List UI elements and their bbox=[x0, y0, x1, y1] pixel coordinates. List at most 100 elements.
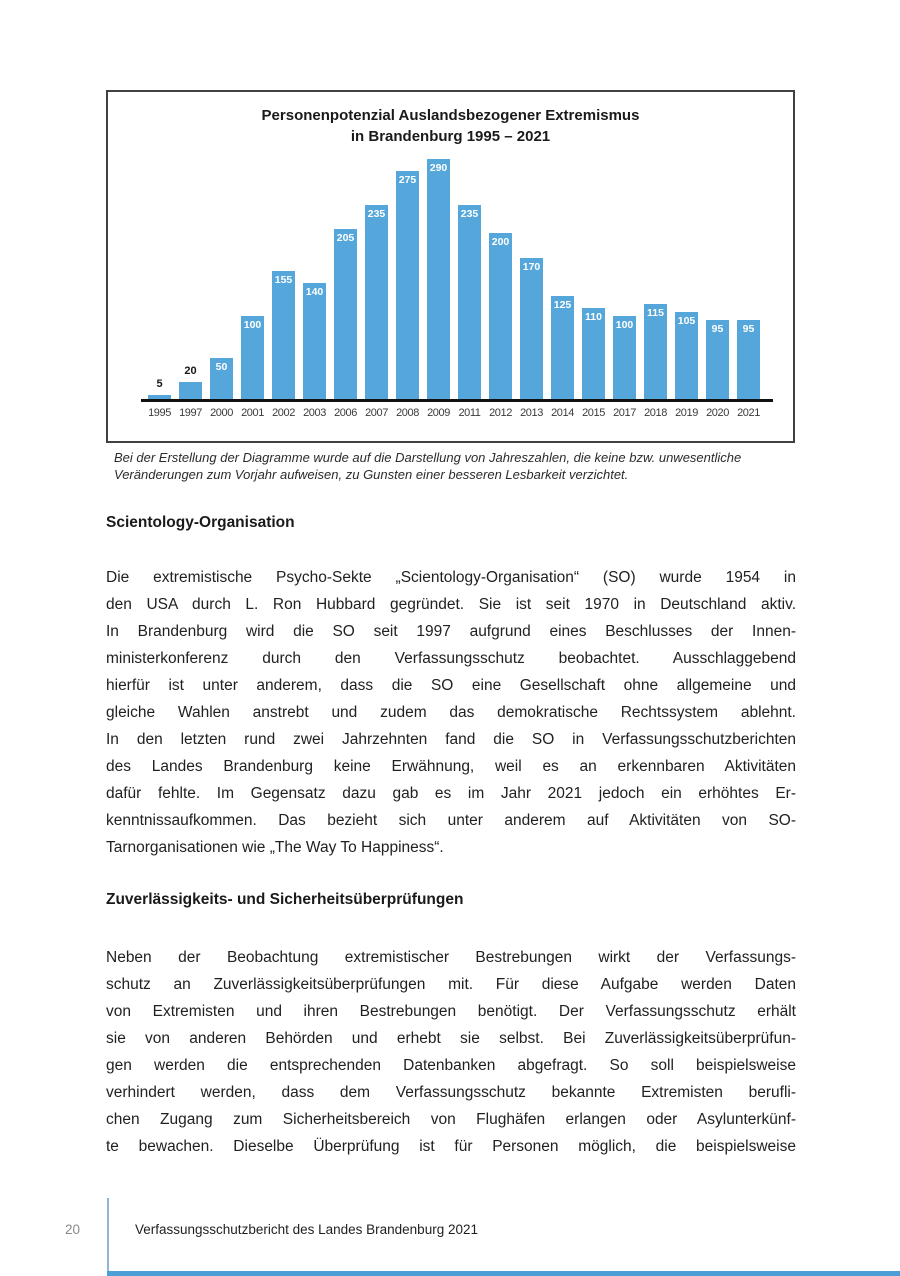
text-line: Neben der Beobachtung extremistischer Be… bbox=[106, 949, 796, 966]
chart-footnote-line2: Veränderungen zum Vorjahr aufweisen, zu … bbox=[114, 467, 629, 482]
bar-value-label: 95 bbox=[711, 323, 724, 335]
x-tick-label: 2000 bbox=[210, 407, 233, 419]
bar-value-label: 125 bbox=[553, 299, 572, 311]
chart-title-line1: Personenpotenzial Auslandsbezogener Extr… bbox=[261, 107, 640, 124]
footer-report-title: Verfassungsschutzbericht des Landes Bran… bbox=[135, 1222, 478, 1237]
bar-2003: 140 bbox=[299, 158, 330, 399]
bar-value-label: 110 bbox=[585, 311, 602, 323]
bar-2011: 235 bbox=[454, 158, 485, 399]
text-line: Die extremistische Psycho-Sekte „Sciento… bbox=[106, 569, 796, 586]
bar-rect bbox=[489, 233, 512, 399]
bar-value-label: 290 bbox=[429, 162, 448, 174]
bar-rect bbox=[706, 320, 729, 399]
bar-1995: 5 bbox=[144, 158, 175, 399]
bar-2018: 115 bbox=[640, 158, 671, 399]
x-tick-label: 2015 bbox=[582, 407, 605, 419]
page-number: 20 bbox=[64, 1222, 81, 1237]
x-tick-label: 2009 bbox=[427, 407, 450, 419]
x-tick-label: 2012 bbox=[489, 407, 512, 419]
bar-2021: 95 bbox=[733, 158, 764, 399]
chart-frame: Personenpotenzial Auslandsbezogener Extr… bbox=[106, 90, 795, 443]
bar-value-label: 235 bbox=[460, 208, 479, 220]
x-tick-label: 2002 bbox=[272, 407, 295, 419]
bar-1997: 20 bbox=[175, 158, 206, 399]
bar-rect bbox=[737, 320, 760, 399]
bar-value-label: 100 bbox=[615, 319, 634, 331]
bar-2000: 50 bbox=[206, 158, 237, 399]
bar-rect bbox=[272, 271, 295, 399]
x-tick-label: 1995 bbox=[148, 407, 171, 419]
section-heading-zuverlaessigkeit: Zuverlässigkeits- und Sicherheitsüberprü… bbox=[106, 891, 464, 908]
text-line: hierfür ist unter anderem, dass die SO e… bbox=[106, 677, 796, 694]
bar-value-label: 275 bbox=[398, 174, 417, 186]
x-tick-label: 2018 bbox=[644, 407, 667, 419]
text-line: dafür fehlte. Im Gegensatz dazu gab es i… bbox=[106, 785, 796, 802]
bar-value-label: 115 bbox=[647, 307, 664, 319]
bar-value-label: 105 bbox=[677, 315, 696, 327]
bar-2002: 155 bbox=[268, 158, 299, 399]
bar-rect bbox=[334, 229, 357, 399]
bar-2012: 200 bbox=[485, 158, 516, 399]
bar-value-label: 200 bbox=[491, 236, 510, 248]
bar-value-label: 205 bbox=[336, 232, 355, 244]
text-line: des Landes Brandenburg keine Erwähnung, … bbox=[106, 758, 796, 775]
x-axis-line bbox=[141, 399, 773, 402]
bar-2014: 125 bbox=[547, 158, 578, 399]
text-line: kenntnissaufkommen. Das bezieht sich unt… bbox=[106, 812, 796, 829]
bar-rect bbox=[675, 312, 698, 399]
bar-2020: 95 bbox=[702, 158, 733, 399]
bar-rect bbox=[179, 382, 202, 399]
text-line: ministerkonferenz durch den Verfassungss… bbox=[106, 650, 796, 667]
chart-footnote-line1: Bei der Erstellung der Diagramme wurde a… bbox=[114, 450, 742, 465]
x-tick-label: 2003 bbox=[303, 407, 326, 419]
bar-rect bbox=[210, 358, 233, 399]
x-tick-label: 2019 bbox=[675, 407, 698, 419]
x-tick-label: 1997 bbox=[179, 407, 202, 419]
paragraph-scientology: Die extremistische Psycho-Sekte „Sciento… bbox=[106, 564, 796, 861]
bar-rect bbox=[365, 205, 388, 399]
x-tick-label: 2020 bbox=[706, 407, 729, 419]
x-tick-label: 2014 bbox=[551, 407, 574, 419]
bar-2015: 110 bbox=[578, 158, 609, 399]
text-line: In den letzten rund zwei Jahrzehnten fan… bbox=[106, 731, 796, 748]
x-tick-label: 2007 bbox=[365, 407, 388, 419]
bar-value-label: 20 bbox=[184, 365, 197, 377]
bar-value-label: 140 bbox=[305, 286, 324, 298]
bar-2001: 100 bbox=[237, 158, 268, 399]
bar-value-label: 170 bbox=[522, 261, 541, 273]
bar-2019: 105 bbox=[671, 158, 702, 399]
text-line: von Extremisten und ihren Bestrebungen b… bbox=[106, 1003, 796, 1020]
bar-2017: 100 bbox=[609, 158, 640, 399]
footer-divider bbox=[107, 1198, 109, 1276]
text-line: Tarnorganisationen wie „The Way To Happi… bbox=[106, 839, 444, 856]
x-tick-label: 2021 bbox=[737, 407, 760, 419]
bar-rect bbox=[613, 316, 636, 399]
bar-value-label: 155 bbox=[274, 274, 293, 286]
bar-rect bbox=[303, 283, 326, 399]
bar-series: 5 20 50 100 155 140 205 235 275 290 235 200 170 125 11… bbox=[144, 158, 773, 399]
section-heading-scientology: Scientology-Organisation bbox=[106, 514, 295, 531]
chart-title-line2: in Brandenburg 1995 – 2021 bbox=[350, 128, 551, 145]
bar-rect bbox=[396, 171, 419, 399]
x-tick-label: 2017 bbox=[613, 407, 636, 419]
bar-rect bbox=[458, 205, 481, 399]
bar-value-label: 5 bbox=[156, 378, 163, 390]
chart-footnote: Bei der Erstellung der Diagramme wurde a… bbox=[114, 449, 790, 483]
chart-title: Personenpotenzial Auslandsbezogener Extr… bbox=[108, 105, 793, 147]
bar-value-label: 50 bbox=[215, 361, 228, 373]
text-line: gleiche Wahlen anstrebt und zudem das de… bbox=[106, 704, 796, 721]
bar-rect bbox=[427, 159, 450, 399]
x-tick-label: 2008 bbox=[396, 407, 419, 419]
text-line: verhindert werden, dass dem Verfassungss… bbox=[106, 1084, 796, 1101]
bar-rect bbox=[148, 395, 171, 399]
x-tick-label: 2013 bbox=[520, 407, 543, 419]
bar-2007: 235 bbox=[361, 158, 392, 399]
x-tick-label: 2011 bbox=[458, 407, 481, 419]
bar-2009: 290 bbox=[423, 158, 454, 399]
bar-2006: 205 bbox=[330, 158, 361, 399]
text-line: chen Zugang zum Sicherheitsbereich von F… bbox=[106, 1111, 796, 1128]
bar-rect bbox=[582, 308, 605, 399]
bar-2013: 170 bbox=[516, 158, 547, 399]
bar-2008: 275 bbox=[392, 158, 423, 399]
page-bottom-rule bbox=[107, 1271, 900, 1276]
